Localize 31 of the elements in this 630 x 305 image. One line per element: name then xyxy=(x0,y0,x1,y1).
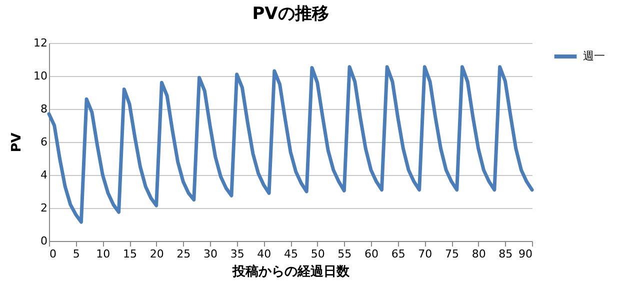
y-tick-label: 2 xyxy=(40,202,48,214)
x-tick-label: 85 xyxy=(498,248,513,260)
y-tick-label: 4 xyxy=(40,168,48,182)
x-axis-title: 投稿からの経過日数 xyxy=(232,264,350,280)
y-tick-label: 10 xyxy=(34,70,48,82)
y-tick-label: 6 xyxy=(40,136,48,148)
x-tick-label: 25 xyxy=(176,248,191,260)
x-tick-label: 50 xyxy=(310,248,325,260)
x-tick-label: 65 xyxy=(391,248,406,260)
x-tick-label: 90 xyxy=(518,248,532,260)
x-tick-label: 45 xyxy=(284,248,298,260)
x-tick-label: 55 xyxy=(338,248,352,260)
x-tick-label: 35 xyxy=(230,248,244,260)
x-tick-label: 30 xyxy=(204,248,218,260)
x-tick-label: 75 xyxy=(445,248,459,260)
y-tick-label: 8 xyxy=(40,102,48,116)
x-tick-label: 60 xyxy=(364,248,378,260)
x-tick-label: 20 xyxy=(150,248,164,260)
y-tick-label: 12 xyxy=(34,36,48,50)
x-tick-label: 0 xyxy=(50,248,56,260)
y-axis-title: PV xyxy=(10,132,25,152)
x-tick-label: 10 xyxy=(96,248,110,260)
x-tick-label: 40 xyxy=(257,248,272,260)
legend-label: 週一 xyxy=(583,50,605,62)
x-tick-label: 70 xyxy=(418,248,432,260)
x-tick-label: 80 xyxy=(472,248,486,260)
y-tick-label: 0 xyxy=(40,234,48,248)
x-tick-label: 5 xyxy=(72,248,80,260)
line-series xyxy=(47,65,534,224)
x-tick-label: 15 xyxy=(123,248,137,260)
chart-title: PVの推移 xyxy=(252,4,329,24)
